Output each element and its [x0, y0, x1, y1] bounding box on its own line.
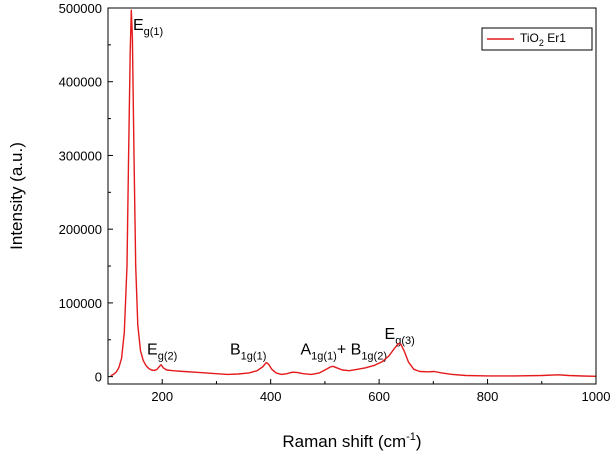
- y-tick-label: 300000: [59, 148, 102, 163]
- x-tick-label: 800: [477, 389, 499, 404]
- legend: TiO2 Er1: [481, 27, 593, 51]
- x-axis-title: Raman shift (cm-1): [282, 431, 421, 451]
- legend-entry-main: TiO: [520, 31, 539, 45]
- x-axis-title-main: Raman shift (cm: [282, 432, 406, 451]
- peak-label-main: A: [300, 342, 311, 359]
- y-tick-label: 500000: [59, 1, 102, 16]
- peak-label-sub: 1g(1): [241, 351, 267, 363]
- peak-label-sub: g(1): [144, 26, 164, 38]
- y-tick-label: 0: [95, 370, 102, 385]
- plot-area: [110, 9, 596, 377]
- x-axis-title-sup: -1: [406, 431, 416, 443]
- x-axis-title-tail: ): [416, 432, 422, 451]
- y-tick-label: 100000: [59, 296, 102, 311]
- legend-entry-sub: 2: [539, 38, 544, 48]
- peak-label-main: E: [385, 326, 396, 343]
- peak-label-sub: g(2): [158, 351, 178, 363]
- legend-box: [481, 27, 593, 51]
- x-tick-label: 1000: [582, 389, 611, 404]
- y-axis-title: Intensity (a.u.): [7, 142, 26, 250]
- legend-entry-label: TiO2 Er1: [520, 31, 566, 48]
- x-tick-label: 200: [151, 389, 173, 404]
- peak-label-main: E: [133, 17, 144, 34]
- peak-annotations: Eg(1)Eg(2) B1g(1) A1g(1)+ B1g(2)Eg(3): [133, 17, 415, 362]
- peak-label: A1g(1)+ B1g(2): [300, 342, 387, 363]
- y-tick-label: 200000: [59, 222, 102, 237]
- series-line: [110, 9, 596, 377]
- x-tick-label: 600: [368, 389, 390, 404]
- peak-label: Eg(2): [147, 342, 177, 363]
- axis-tick-labels: 200 400 600 800 1000 0 100000 200000 300000 40000…: [59, 1, 611, 404]
- peak-label-tail: + B: [337, 342, 361, 359]
- peak-label-sub: 1g(2): [361, 351, 387, 363]
- axis-ticks: [107, 7, 597, 384]
- peak-label-sub: 1g(1): [311, 351, 337, 363]
- peak-label: Eg(1): [133, 17, 163, 38]
- y-tick-label: 400000: [59, 75, 102, 90]
- x-tick-label: 400: [260, 389, 282, 404]
- peak-label: B1g(1): [230, 342, 266, 363]
- plot-frame: [107, 7, 597, 385]
- peak-label-main: E: [147, 342, 158, 359]
- peak-label-main: B: [230, 342, 241, 359]
- peak-label-sub: g(3): [395, 335, 415, 347]
- legend-entry-tail: Er1: [544, 31, 566, 45]
